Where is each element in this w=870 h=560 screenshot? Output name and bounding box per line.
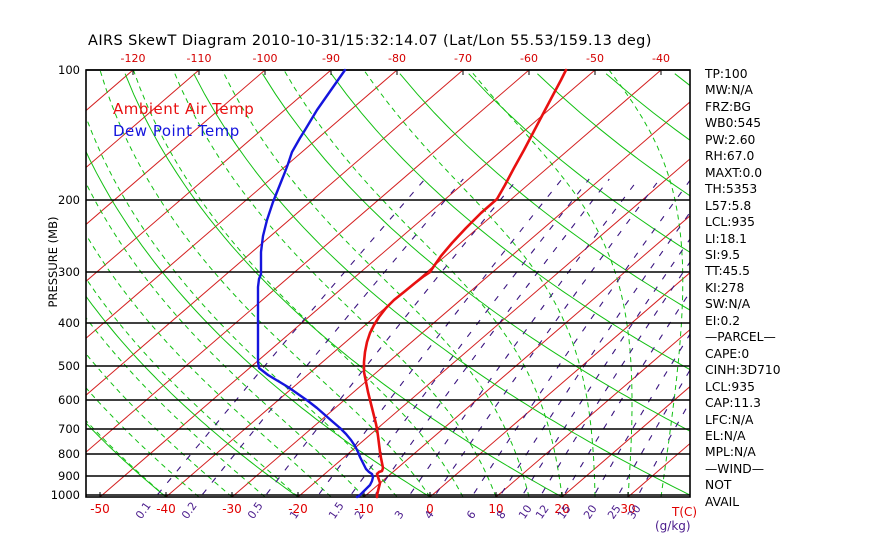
- sounding-index-11: SI:9.5: [705, 247, 741, 262]
- sounding-index-8: L57:5.8: [705, 198, 752, 213]
- sounding-index-20: CAP:11.3: [705, 396, 761, 411]
- pressure-tick-600: 600: [58, 393, 80, 407]
- y-axis-label: PRESSURE (MB): [46, 216, 60, 308]
- sounding-index-7: TH:5353: [705, 182, 758, 197]
- pressure-tick-300: 300: [58, 265, 80, 279]
- top-temp-tick--40: -40: [652, 52, 670, 65]
- legend-ambient-air-temp: Ambient Air Temp: [113, 100, 255, 118]
- sounding-index-15: EI:0.2: [705, 313, 741, 328]
- sounding-index-4: PW:2.60: [705, 132, 756, 147]
- pressure-tick-700: 700: [58, 422, 80, 436]
- pressure-tick-500: 500: [58, 359, 80, 373]
- sounding-index-22: EL:N/A: [705, 428, 746, 443]
- sounding-index-2: FRZ:BG: [705, 99, 751, 114]
- bottom-temp-tick-30: 30: [620, 502, 636, 516]
- top-temp-tick--80: -80: [388, 52, 406, 65]
- pressure-tick-800: 800: [58, 447, 80, 461]
- legend-dew-point-temp: Dew Point Temp: [113, 122, 240, 140]
- bottom-temp-tick-0: 0: [426, 502, 434, 516]
- sounding-index-16: —PARCEL—: [705, 330, 776, 345]
- sounding-index-26: AVAIL: [705, 494, 740, 509]
- top-temp-tick--100: -100: [252, 52, 278, 65]
- sounding-index-9: LCL:935: [705, 215, 755, 230]
- top-temp-tick--110: -110: [186, 52, 212, 65]
- sounding-index-18: CINH:3D710: [705, 363, 781, 378]
- x-axis-mixing-label: (g/kg): [655, 519, 691, 533]
- sounding-index-23: MPL:N/A: [705, 445, 756, 460]
- sounding-index-19: LCL:935: [705, 379, 755, 394]
- dew-point-temp-curve: [256, 68, 375, 499]
- sounding-index-13: KI:278: [705, 280, 745, 295]
- bottom-temp-tick--40: -40: [156, 502, 176, 516]
- bottom-temp-tick--20: -20: [288, 502, 308, 516]
- bottom-temp-tick-20: 20: [554, 502, 570, 516]
- top-temp-tick--70: -70: [454, 52, 472, 65]
- bottom-temp-tick-10: 10: [488, 502, 504, 516]
- bottom-temp-tick--50: -50: [90, 502, 110, 516]
- page-title: AIRS SkewT Diagram 2010-10-31/15:32:14.0…: [88, 33, 652, 49]
- x-axis-temp-label: T(C): [672, 505, 698, 519]
- top-temp-tick--120: -120: [120, 52, 146, 65]
- top-temp-tick--60: -60: [520, 52, 538, 65]
- pressure-tick-1000: 1000: [50, 488, 80, 502]
- top-temp-tick--50: -50: [586, 52, 604, 65]
- plot-frame: [85, 69, 691, 498]
- sounding-index-6: MAXT:0.0: [705, 165, 763, 180]
- sounding-index-14: SW:N/A: [705, 297, 751, 312]
- pressure-tick-400: 400: [58, 316, 80, 330]
- ambient-air-temp-curve: [362, 68, 568, 499]
- sounding-indices-panel: TP:100 MW:N/A FRZ:BG WB0:545 PW:2.60 RH:67.0 M…: [705, 66, 865, 510]
- sounding-index-24: —WIND—: [705, 461, 765, 476]
- sounding-index-10: LI:18.1: [705, 231, 748, 246]
- pressure-tick-900: 900: [58, 469, 80, 483]
- sounding-index-12: TT:45.5: [705, 264, 750, 279]
- sounding-index-0: TP:100: [705, 67, 748, 81]
- bottom-temp-tick--30: -30: [222, 502, 242, 516]
- sounding-index-1: MW:N/A: [705, 83, 753, 98]
- bottom-temp-tick--10: -10: [354, 502, 374, 516]
- top-temp-tick--90: -90: [322, 52, 340, 65]
- pressure-tick-100: 100: [58, 63, 80, 77]
- sounding-index-25: NOT: [705, 478, 732, 493]
- sounding-index-3: WB0:545: [705, 116, 762, 131]
- sounding-index-21: LFC:N/A: [705, 412, 754, 427]
- sounding-index-17: CAPE:0: [705, 346, 750, 361]
- sounding-index-5: RH:67.0: [705, 149, 755, 164]
- pressure-tick-200: 200: [58, 193, 80, 207]
